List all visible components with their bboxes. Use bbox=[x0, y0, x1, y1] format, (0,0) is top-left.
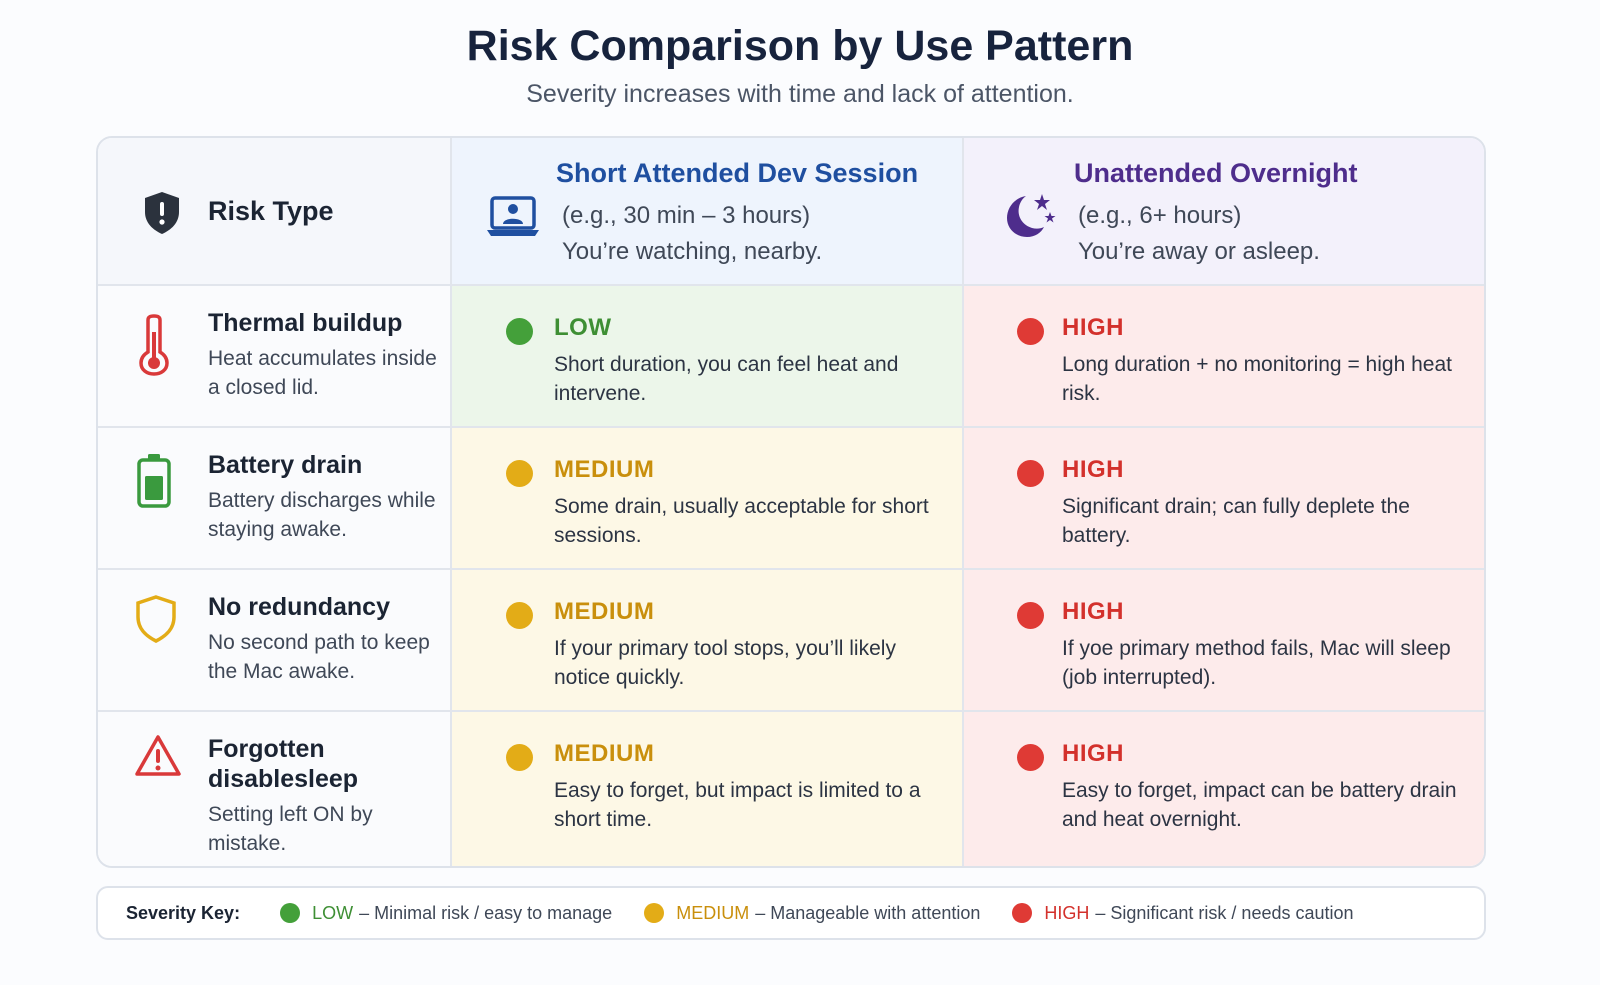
severity-level: LOW bbox=[554, 314, 612, 341]
severity-description: If your primary tool stops, you’ll likel… bbox=[554, 637, 896, 689]
severity-key-high: HIGH – Significant risk / needs caution bbox=[1012, 902, 1354, 924]
risk-description: Setting left ON by mistake. bbox=[208, 803, 373, 855]
severity-level: HIGH bbox=[1062, 598, 1124, 625]
key-level-label: LOW bbox=[312, 902, 354, 923]
short-session-note: You’re watching, nearby. bbox=[562, 238, 823, 265]
key-level-description: – Manageable with attention bbox=[755, 902, 981, 923]
severity-description: Easy to forget, impact can be battery dr… bbox=[1062, 779, 1457, 831]
medium-dot-icon bbox=[644, 903, 665, 923]
severity-key-medium: MEDIUM – Manageable with attention bbox=[644, 903, 980, 924]
short-session-severity-cell: MEDIUM If your primary tool stops, you’l… bbox=[452, 570, 964, 712]
laptop-user-icon bbox=[487, 196, 539, 236]
severity-key: Severity Key: LOW – Minimal risk / easy … bbox=[96, 886, 1486, 940]
risk-comparison-table: Risk Type Short Attended Dev Session (e.… bbox=[96, 136, 1486, 868]
risk-description: Heat accumulates inside a closed lid. bbox=[208, 347, 437, 399]
risk-description: No second path to keep the Mac awake. bbox=[208, 631, 430, 683]
risk-name: Thermal buildup bbox=[208, 309, 403, 337]
severity-dot-low bbox=[506, 318, 533, 345]
header-risk-type-cell: Risk Type bbox=[98, 138, 452, 286]
low-dot-icon bbox=[280, 903, 301, 923]
short-session-severity-cell: LOW Short duration, you can feel heat an… bbox=[452, 286, 964, 428]
severity-dot-medium bbox=[506, 744, 533, 771]
shield-icon bbox=[145, 192, 179, 234]
severity-dot-high bbox=[1017, 318, 1044, 345]
header-overnight-cell: Unattended Overnight (e.g., 6+ hours) Yo… bbox=[964, 138, 1484, 286]
page-subtitle: Severity increases with time and lack of… bbox=[526, 80, 1074, 108]
severity-level: HIGH bbox=[1062, 740, 1124, 767]
severity-dot-high bbox=[1017, 602, 1044, 629]
risk-type-header: Risk Type bbox=[208, 196, 334, 226]
overnight-severity-cell: HIGH If yoe primary method fails, Mac wi… bbox=[964, 570, 1484, 712]
severity-dot-high bbox=[1017, 744, 1044, 771]
key-level-description: – Minimal risk / easy to manage bbox=[359, 902, 613, 923]
overnight-severity-cell: HIGH Easy to forget, impact can be batte… bbox=[964, 712, 1484, 866]
header-short-session-cell: Short Attended Dev Session (e.g., 30 min… bbox=[452, 138, 964, 286]
severity-key-title: Severity Key: bbox=[126, 902, 241, 923]
severity-description: Easy to forget, but impact is limited to… bbox=[554, 779, 921, 831]
battery-icon bbox=[137, 454, 171, 508]
risk-row-redundancy: No redundancy No second path to keep the… bbox=[98, 570, 452, 712]
thermometer-icon bbox=[139, 314, 169, 376]
short-session-duration: (e.g., 30 min – 3 hours) bbox=[562, 202, 811, 229]
short-session-title: Short Attended Dev Session bbox=[556, 158, 919, 188]
severity-description: Some drain, usually acceptable for short… bbox=[554, 495, 929, 547]
moon-stars-icon bbox=[1007, 194, 1056, 237]
severity-level: MEDIUM bbox=[554, 456, 655, 483]
severity-level: MEDIUM bbox=[554, 740, 655, 767]
severity-description: Significant drain; can fully deplete the… bbox=[1062, 495, 1410, 547]
overnight-duration: (e.g., 6+ hours) bbox=[1078, 202, 1242, 229]
severity-description: Short duration, you can feel heat and in… bbox=[554, 353, 899, 405]
severity-key-low: LOW – Minimal risk / easy to manage bbox=[280, 903, 612, 924]
overnight-title: Unattended Overnight bbox=[1074, 158, 1358, 188]
shield-outline-icon bbox=[136, 595, 176, 643]
risk-row-battery: Battery drain Battery discharges while s… bbox=[98, 428, 452, 570]
risk-description: Battery discharges while staying awake. bbox=[208, 489, 436, 541]
severity-level: HIGH bbox=[1062, 314, 1124, 341]
short-session-severity-cell: MEDIUM Easy to forget, but impact is lim… bbox=[452, 712, 964, 866]
severity-description: Long duration + no monitoring = high hea… bbox=[1062, 353, 1452, 405]
warning-triangle-icon bbox=[135, 735, 181, 776]
risk-row-thermal: Thermal buildup Heat accumulates inside … bbox=[98, 286, 452, 428]
severity-description: If yoe primary method fails, Mac will sl… bbox=[1062, 637, 1451, 689]
severity-dot-medium bbox=[506, 602, 533, 629]
risk-name: Battery drain bbox=[208, 451, 363, 479]
page-title: Risk Comparison by Use Pattern bbox=[466, 22, 1134, 70]
severity-level: HIGH bbox=[1062, 456, 1124, 483]
overnight-severity-cell: HIGH Long duration + no monitoring = hig… bbox=[964, 286, 1484, 428]
severity-dot-high bbox=[1017, 460, 1044, 487]
severity-dot-medium bbox=[506, 460, 533, 487]
high-dot-icon bbox=[1012, 903, 1033, 923]
key-level-label: MEDIUM bbox=[676, 902, 750, 923]
overnight-note: You’re away or asleep. bbox=[1078, 238, 1320, 265]
overnight-severity-cell: HIGH Significant drain; can fully deplet… bbox=[964, 428, 1484, 570]
key-level-description: – Significant risk / needs caution bbox=[1095, 902, 1354, 923]
risk-name: No redundancy bbox=[208, 593, 390, 621]
short-session-severity-cell: MEDIUM Some drain, usually acceptable fo… bbox=[452, 428, 964, 570]
severity-level: MEDIUM bbox=[554, 598, 655, 625]
risk-name: Forgotten disablesleep bbox=[208, 735, 359, 793]
risk-row-disablesleep: Forgotten disablesleep Setting left ON b… bbox=[98, 712, 452, 866]
key-level-label: HIGH bbox=[1044, 902, 1090, 923]
